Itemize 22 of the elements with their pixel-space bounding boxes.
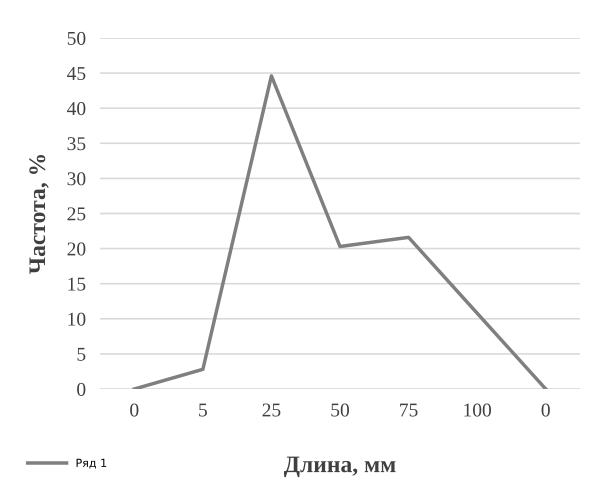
x-tick-label: 75 [400,404,418,417]
x-tick-label: 0 [542,403,550,417]
y-tick-label: 30 [68,172,86,186]
x-axis-title: Длина, мм [284,456,396,478]
legend-label: Ряд 1 [76,458,106,468]
x-tick-label: 50 [331,403,349,417]
x-tick-label: 25 [262,404,280,417]
y-tick-label: 25 [68,207,86,220]
y-tick-label: 15 [68,278,86,291]
y-tick-label: 40 [67,102,86,116]
y-tick-label: 5 [78,348,86,361]
y-tick-label: 0 [77,382,86,396]
x-tick-label: 100 [464,403,491,417]
y-tick-label: 20 [68,242,86,256]
y-tick-label: 45 [67,67,86,80]
x-tick-label: 0 [130,403,138,417]
y-tick-label: 50 [68,32,86,45]
y-axis-title: Частота, % [29,154,49,274]
y-tick-label: 35 [68,137,86,150]
y-tick-label: 10 [68,312,86,326]
line-series [132,74,548,389]
x-tick-label: 5 [199,404,207,417]
